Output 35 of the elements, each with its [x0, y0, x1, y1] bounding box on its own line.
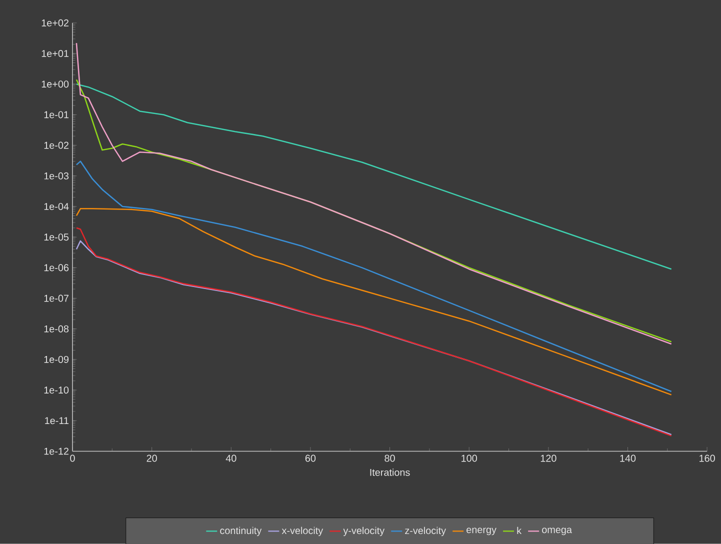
- x-tick-label: 20: [146, 454, 157, 462]
- line-series: [76, 208, 672, 396]
- y-tick-label: 1e-07: [44, 294, 68, 302]
- legend-label: y-velocity: [343, 526, 385, 536]
- line-series: [76, 160, 672, 392]
- legend-label: k: [517, 526, 522, 534]
- y-tick-label: 1e-12: [44, 448, 68, 455]
- x-tick-label: 160: [700, 454, 715, 462]
- y-tick-label: 1e-06: [44, 264, 69, 272]
- y-tick-label: 1e+02: [42, 19, 68, 26]
- x-axis-title: Iterations: [370, 468, 410, 476]
- legend-label: omega: [542, 528, 572, 536]
- line-series: [76, 84, 672, 270]
- x-tick-label: 60: [305, 454, 316, 462]
- y-tick-label: 1e-10: [44, 386, 69, 394]
- x-tick-label: 140: [620, 454, 636, 462]
- y-tick-label: 1e-08: [44, 325, 69, 332]
- y-tick-label: 1e-05: [44, 234, 69, 241]
- legend-label: continuity: [220, 526, 262, 536]
- y-tick-label: 1e+01: [42, 50, 69, 58]
- y-tick-label: 1e-09: [44, 356, 69, 364]
- x-tick-label: 80: [384, 454, 395, 462]
- y-tick-label: 1e-03: [44, 172, 69, 180]
- x-tick-label: 0: [70, 454, 75, 462]
- x-tick-label: 120: [540, 454, 556, 462]
- y-tick-label: 1e-11: [45, 417, 69, 424]
- y-tick-label: 1e-01: [44, 111, 69, 118]
- x-tick-label: 100: [462, 454, 477, 462]
- y-tick-label: 1e-04: [44, 203, 69, 210]
- legend-label: energy: [466, 528, 496, 536]
- y-tick-label: 1e-02: [44, 142, 68, 149]
- x-tick-label: 40: [226, 454, 236, 462]
- legend-label: z-velocity: [405, 526, 446, 536]
- legend-label: x-velocity: [282, 526, 324, 536]
- y-tick-label: 1e+00: [42, 80, 69, 88]
